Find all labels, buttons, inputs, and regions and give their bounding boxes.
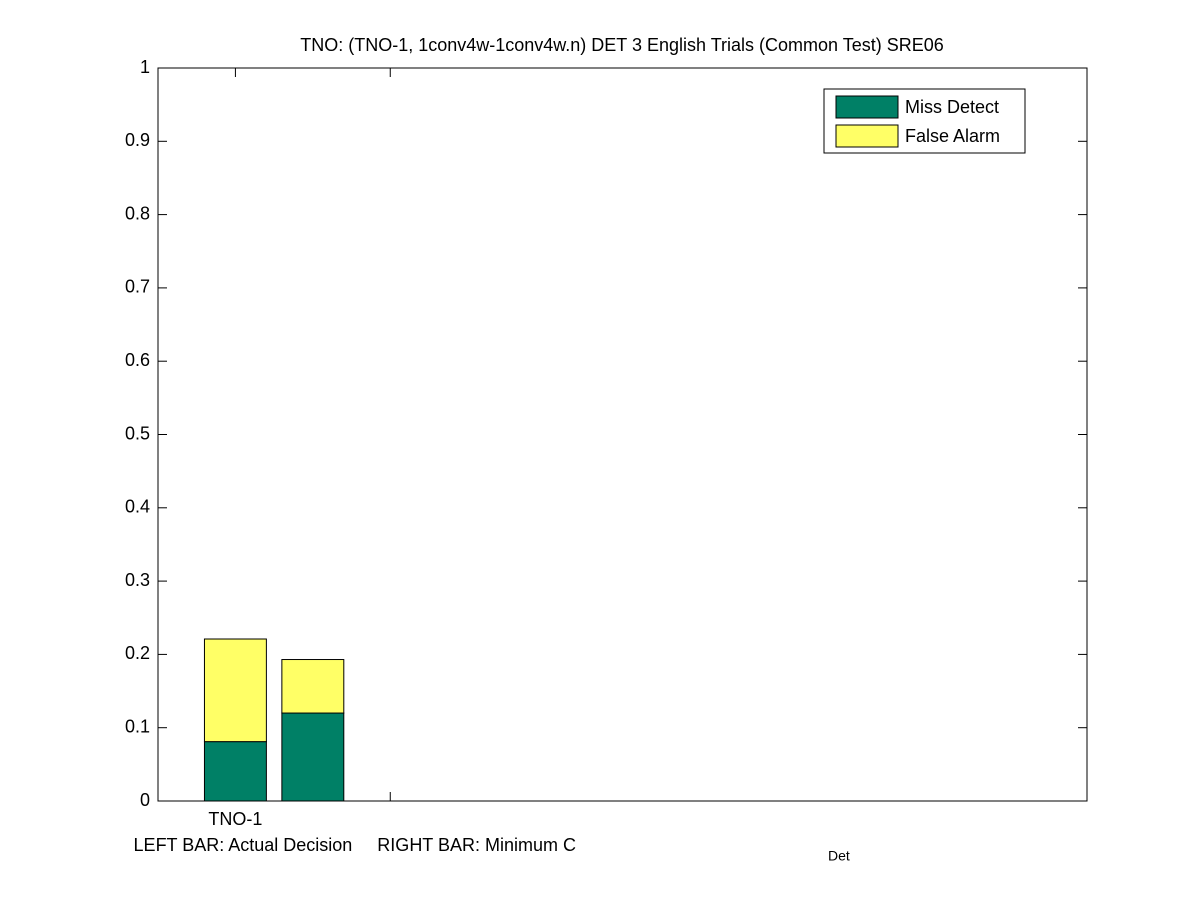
- y-tick-label: 0.7: [125, 277, 150, 297]
- y-tick-label: 0.5: [125, 423, 150, 443]
- bar-segment: [281, 659, 345, 714]
- y-tick-label: 1: [140, 57, 150, 77]
- x-axis-label-main: LEFT BAR: Actual Decision RIGHT BAR: Min…: [134, 835, 576, 855]
- chart-title: TNO: (TNO-1, 1conv4w-1conv4w.n) DET 3 En…: [300, 35, 944, 55]
- y-tick-label: 0: [140, 790, 150, 810]
- y-tick-label: 0.2: [125, 643, 150, 663]
- legend-label: False Alarm: [905, 126, 1000, 146]
- x-axis-label: LEFT BAR: Actual Decision RIGHT BAR: Min…: [134, 835, 576, 855]
- y-tick-label: 0.6: [125, 350, 150, 370]
- bar-segment: [203, 638, 267, 743]
- y-tick-label: 0.8: [125, 203, 150, 223]
- bar-segment: [203, 741, 267, 802]
- legend-swatch: [835, 124, 899, 148]
- bar-segment: [281, 712, 345, 802]
- x-axis-label-subscript: Det: [828, 848, 850, 864]
- y-tick-label: 0.1: [125, 716, 150, 736]
- y-tick-label: 0.9: [125, 130, 150, 150]
- legend-swatch: [835, 95, 899, 119]
- x-tick-label: TNO-1: [208, 809, 262, 829]
- legend-label: Miss Detect: [905, 97, 999, 117]
- y-tick-label: 0.3: [125, 570, 150, 590]
- y-tick-label: 0.4: [125, 497, 150, 517]
